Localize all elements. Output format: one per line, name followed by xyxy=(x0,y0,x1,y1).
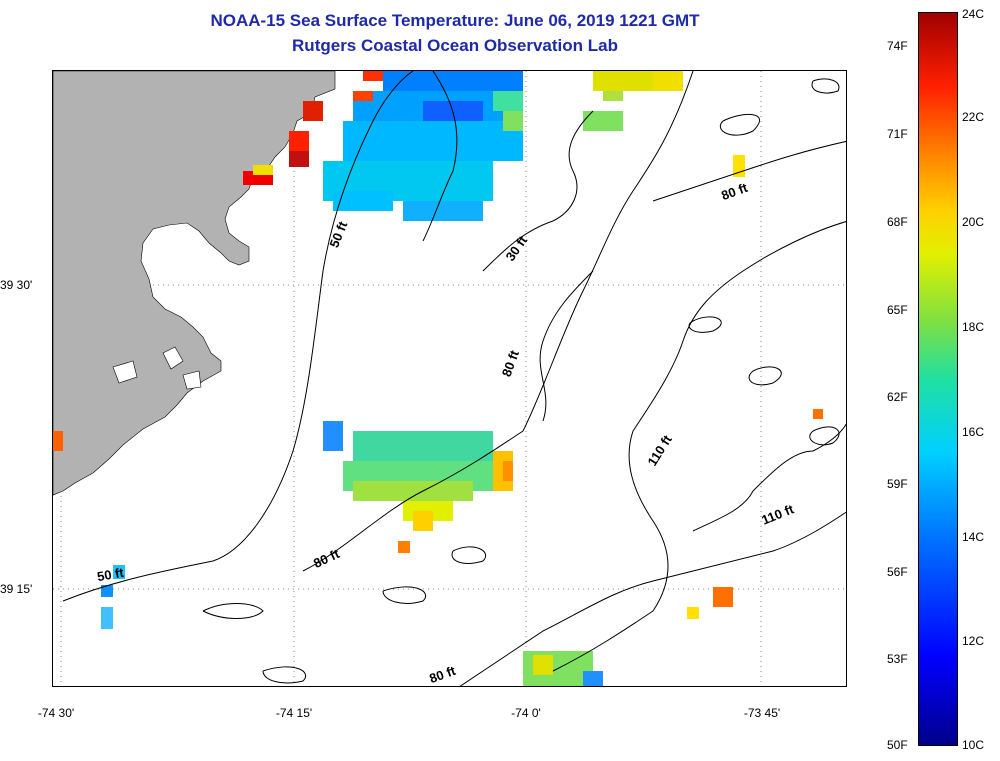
map-title: NOAA-15 Sea Surface Temperature: June 06… xyxy=(210,11,700,30)
latitude-label: 39 30' xyxy=(0,278,33,292)
colorbar-c-label: 10C xyxy=(962,738,985,752)
colorbar-f-label: 68F xyxy=(887,215,908,229)
map-canvas xyxy=(53,71,846,686)
latitude-label: 39 15' xyxy=(0,582,33,596)
colorbar-f-label: 71F xyxy=(887,127,908,141)
colorbar-f-label: 74F xyxy=(887,39,908,53)
map-subtitle: Rutgers Coastal Ocean Observation Lab xyxy=(292,36,618,55)
longitude-label: -74 15' xyxy=(275,706,313,720)
sst-map: 50 ft 30 ft 80 ft 80 ft 110 ft 110 ft 80… xyxy=(52,70,847,687)
colorbar-c-label: 20C xyxy=(962,215,985,229)
colorbar-c-label: 24C xyxy=(962,7,985,21)
colorbar-c-label: 18C xyxy=(962,320,985,334)
colorbar-f-label: 59F xyxy=(887,477,908,491)
colorbar-c-label: 12C xyxy=(962,634,985,648)
longitude-label: -74 0' xyxy=(511,706,541,720)
colorbar-c-label: 22C xyxy=(962,110,985,124)
colorbar-f-label: 65F xyxy=(887,303,908,317)
land-mass xyxy=(53,71,336,496)
colorbar-f-label: 62F xyxy=(887,390,908,404)
longitude-label: -74 30' xyxy=(37,706,75,720)
sst-north-patch xyxy=(243,71,745,221)
depth-contours xyxy=(62,71,846,686)
colorbar-c-label: 14C xyxy=(962,530,985,544)
marsh-islands xyxy=(112,346,202,390)
colorbar-c-label: 16C xyxy=(962,425,985,439)
longitude-label: -73 45' xyxy=(743,706,781,720)
sst-central-patch xyxy=(53,409,823,553)
temperature-colorbar xyxy=(918,12,958,746)
colorbar-f-label: 56F xyxy=(887,565,908,579)
colorbar-f-label: 53F xyxy=(887,652,908,666)
colorbar-f-label: 50F xyxy=(887,738,908,752)
sst-south-patch xyxy=(101,565,733,686)
